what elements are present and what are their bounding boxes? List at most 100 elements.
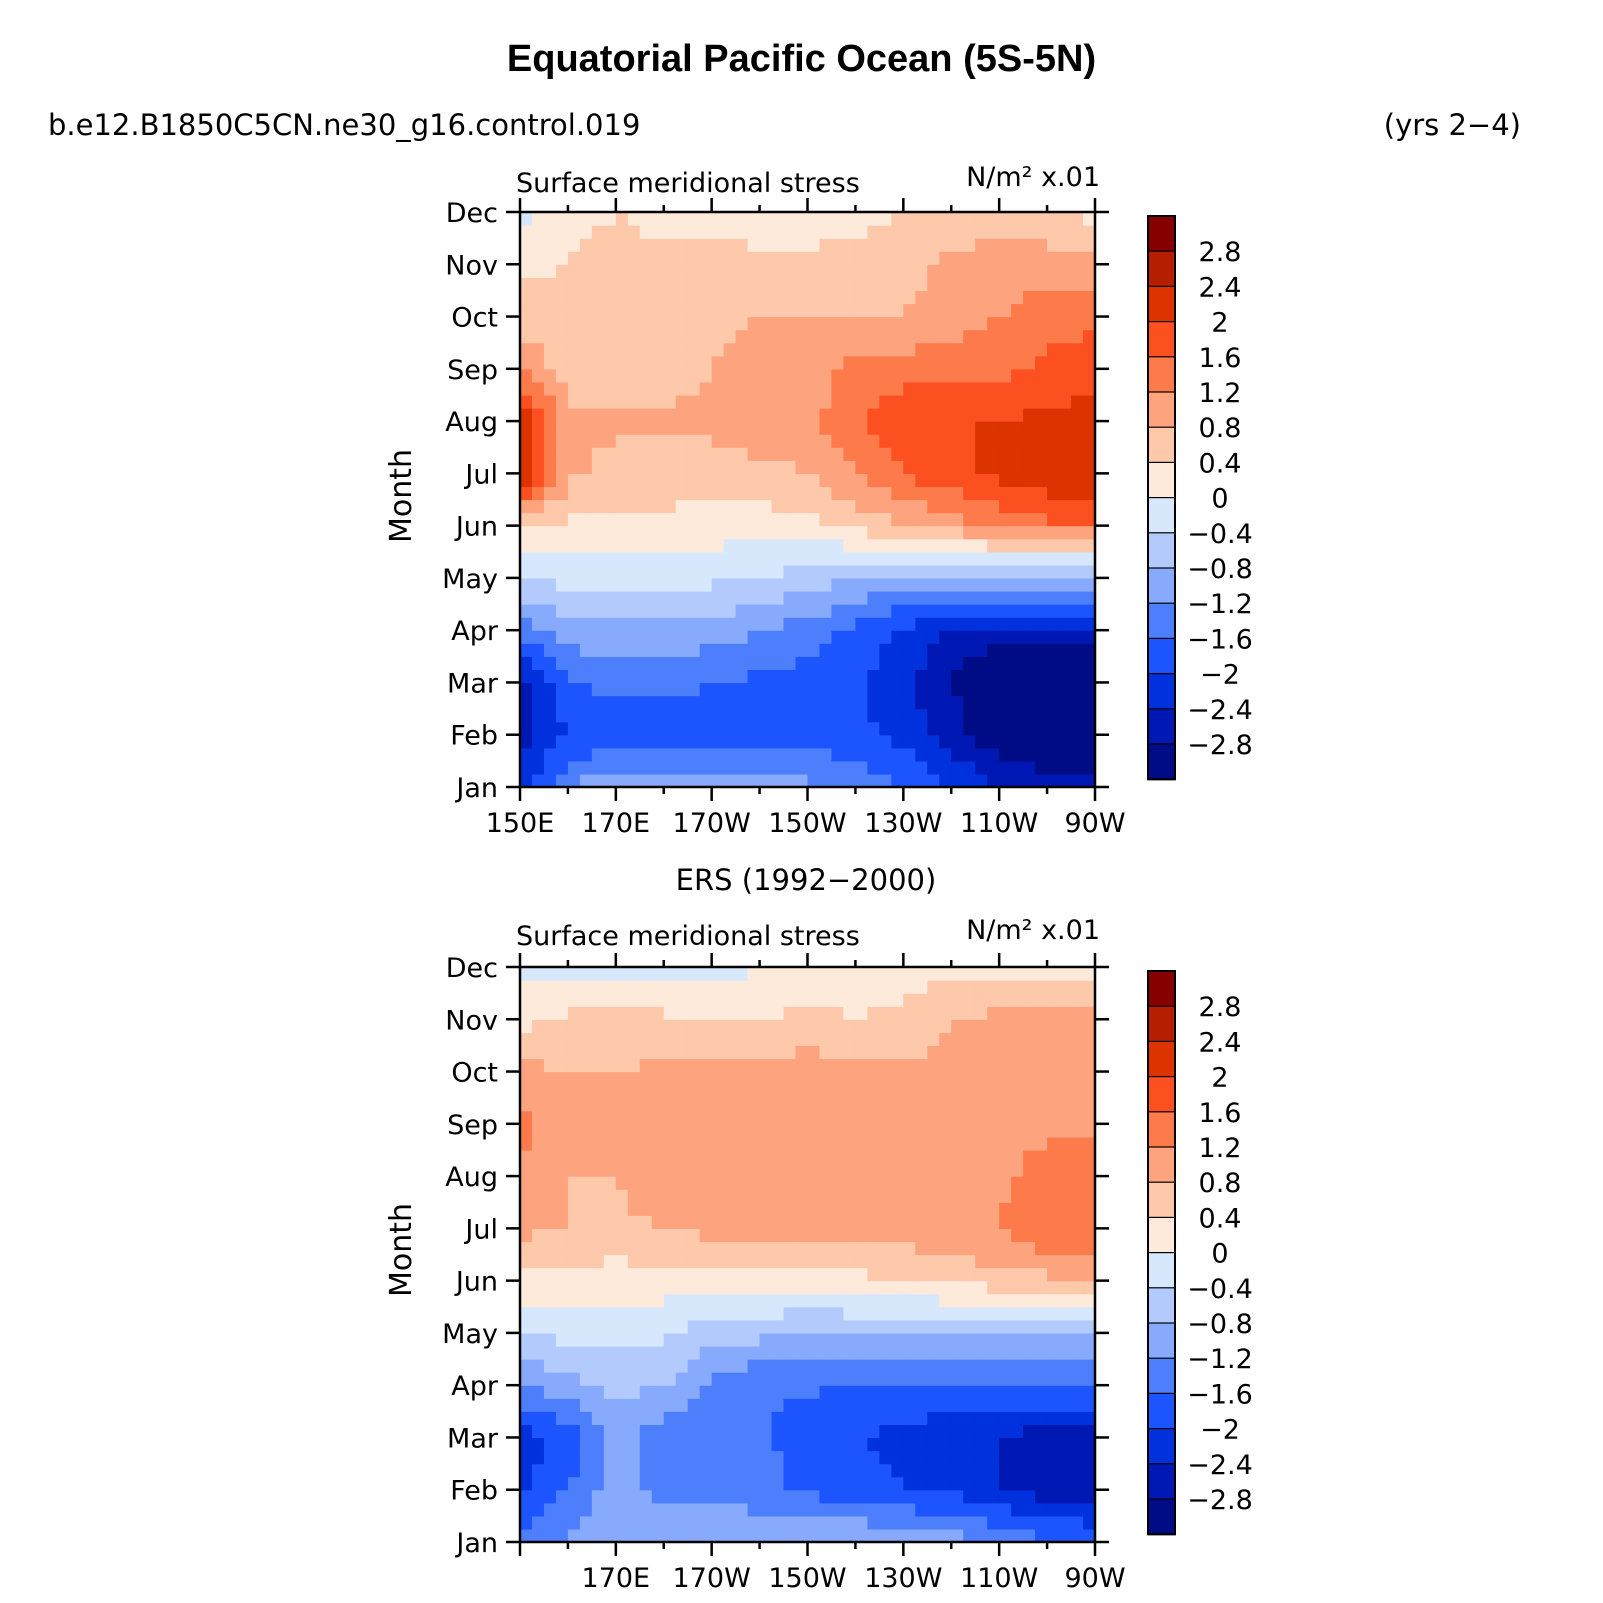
panel1-heatmap-cell [819,669,833,684]
panel2-heatmap-cell [735,993,749,1007]
panel1-heatmap-cell [663,669,677,684]
panel2-heatmap-cell [675,1280,689,1295]
panel1-heatmap-cell [1059,551,1072,566]
panel1-heatmap-cell [963,368,976,383]
panel2-heatmap-cell [867,1502,880,1517]
panel1-heatmap-cell [747,630,761,644]
panel2-heatmap-cell [1023,1359,1036,1373]
panel2-heatmap-cell [639,1450,653,1465]
panel1-heatmap-cell [843,212,857,226]
panel1-heatmap-cell [795,368,809,383]
cb1-label: 0.4 [1199,448,1242,479]
panel2-heatmap-cell [1047,1359,1060,1373]
panel2-heatmap-cell [1023,1006,1036,1020]
panel1-heatmap-cell [891,630,904,644]
panel2-heatmap-cell [723,1528,737,1543]
panel1-heatmap-cell [711,512,725,527]
panel1-heatmap-cell [867,604,880,618]
panel2-heatmap-cell [879,1372,892,1386]
panel2-heatmap-cell [903,1437,916,1452]
panel1-heatmap-cell [531,368,545,383]
panel1-heatmap-cell [831,381,845,396]
panel2-heatmap-cell [927,1437,940,1452]
panel2-heatmap-cell [555,1293,569,1308]
panel1-heatmap-cell [747,656,761,670]
panel2-heatmap-cell [951,1424,964,1439]
panel1-heatmap-cell [807,316,821,331]
panel2-heatmap-cell [1035,1528,1048,1543]
panel1-heatmap-cell [759,381,773,396]
panel1-heatmap-cell [615,434,629,448]
panel2-heatmap-cell [699,1476,713,1491]
panel2-heatmap-cell [819,1215,833,1229]
panel1-heatmap-cell [915,721,928,736]
panel2-heatmap-cell [1023,1215,1036,1229]
panel2-heatmap-cell [579,1489,593,1504]
panel1-heatmap-cell [687,630,701,644]
panel2-heatmap-cell [867,1189,880,1203]
panel1-heatmap-cell [903,538,916,553]
panel2-heatmap-cell [747,1228,761,1243]
panel2-heatmap-cell [1035,1228,1048,1243]
panel1-heatmap-cell [747,460,761,474]
panel1-heatmap-cell [855,682,868,697]
panel1-heatmap-cell [555,538,569,553]
panel2-heatmap-cell [747,967,761,981]
panel1-heatmap-cell [699,421,713,435]
panel2-heatmap-cell [591,1489,605,1504]
panel1-heatmap-cell [1047,695,1060,710]
panel2-heatmap-cell [555,980,569,994]
panel2-heatmap-cell [819,1502,833,1517]
panel2-heatmap-cell [987,1071,1000,1086]
panel1-heatmap-cell [531,682,545,697]
panel1-heatmap-cell [963,656,976,670]
panel1-heatmap-cell [711,669,725,684]
panel1-heatmap-cell [723,277,737,292]
panel2-heatmap-cell [903,1424,916,1439]
panel1-heatmap-cell [759,264,773,278]
panel1-heatmap-cell [951,381,964,396]
panel2-heatmap-cell [1059,1149,1072,1164]
panel1-heatmap-cell [1035,604,1048,618]
panel1-heatmap-cell [1071,434,1084,448]
panel2-heatmap-cell [975,1424,988,1439]
panel1-heatmap-cell [747,564,761,579]
panel1-heatmap-cell [1083,617,1096,631]
panel1-heatmap-cell [771,669,785,684]
panel2-heatmap-cell [747,1411,761,1425]
panel1-heatmap-cell [975,394,988,409]
panel1-heatmap-cell [1023,499,1036,514]
panel2-heatmap-cell [951,1385,964,1399]
panel1-heatmap-cell [1071,760,1084,775]
panel1-heatmap-cell [735,316,749,331]
panel1-heatmap-cell [555,486,569,501]
panel1-heatmap-cell [819,590,833,605]
panel2-heatmap-cell [555,1319,569,1334]
panel2-heatmap-cell [855,1032,868,1047]
panel2-heatmap-cell [699,1489,713,1504]
panel2-heatmap-cell [999,967,1012,981]
panel1-heatmap-cell [639,499,653,514]
panel1-heatmap-cell [711,316,725,331]
panel1-heatmap-cell [711,747,725,762]
panel2-heatmap-cell [579,1332,593,1347]
panel1-heatmap-cell [615,512,629,527]
panel1-heatmap-cell [951,368,964,383]
panel2-heatmap-cell [975,1293,988,1308]
panel1-heatmap-cell [879,329,892,344]
panel1-heatmap-cell [663,264,677,278]
panel2-heatmap-cell [591,1176,605,1190]
panel2-heatmap-cell [915,1136,928,1151]
panel2-heatmap-cell [555,1528,569,1543]
panel1-heatmap-cell [543,590,557,605]
panel1-heatmap-cell [879,473,892,488]
panel2-heatmap-cell [1011,980,1024,994]
panel2-heatmap-cell [675,1176,689,1190]
panel1-heatmap-cell [831,551,845,566]
panel2-heatmap-cell [1047,1189,1060,1203]
panel2-heatmap-cell [1011,1293,1024,1308]
panel2-heatmap-cell [807,1084,821,1099]
panel1-heatmap-cell [771,773,785,788]
panel1-heatmap-cell [759,290,773,305]
panel1-heatmap-cell [687,381,701,396]
